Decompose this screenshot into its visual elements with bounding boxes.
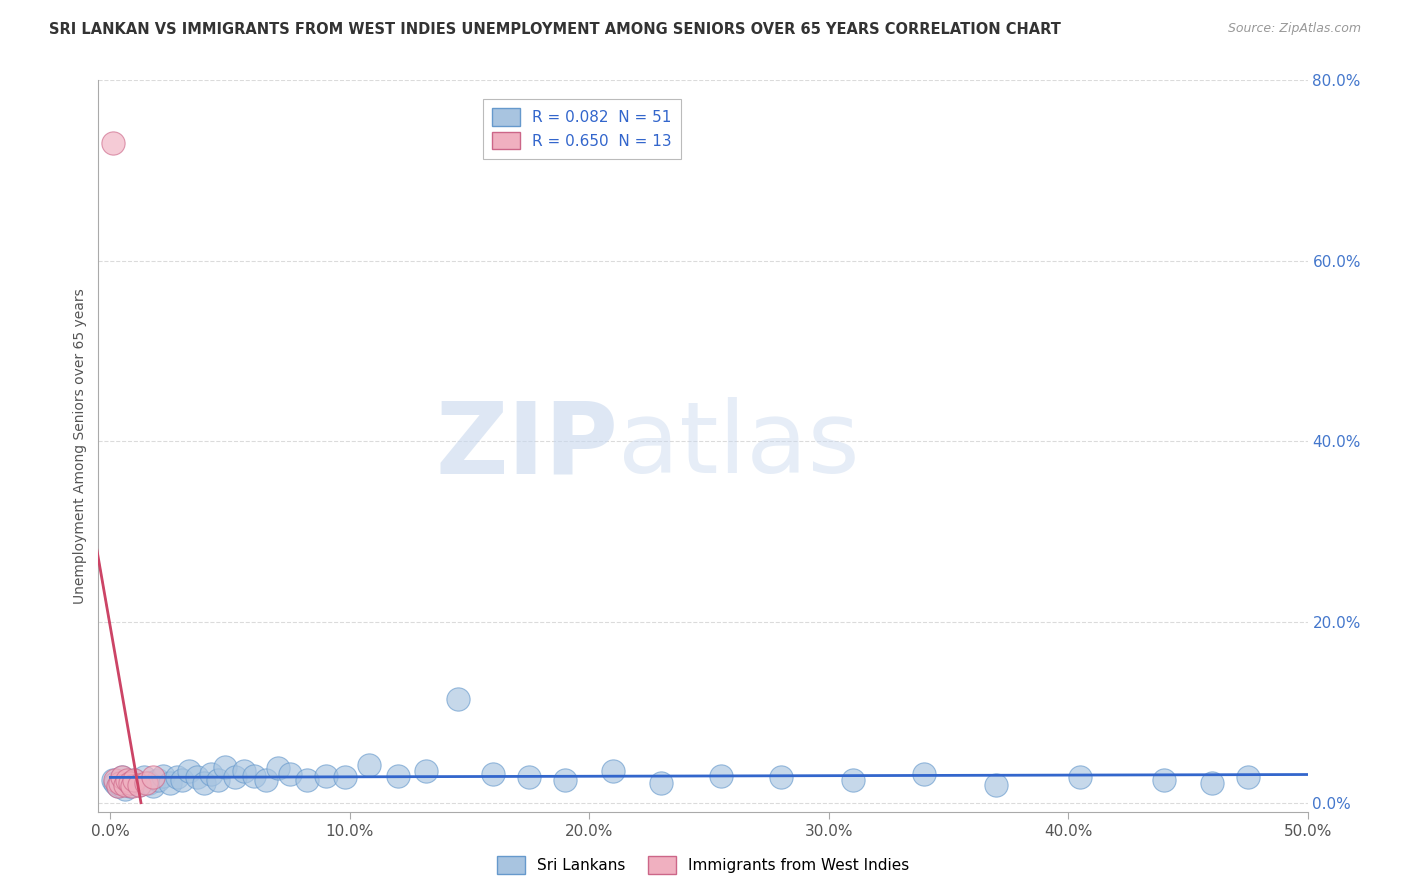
Point <box>114 778 136 792</box>
Point <box>278 766 301 780</box>
Point <box>172 773 194 788</box>
Point <box>986 778 1008 792</box>
Point <box>1069 771 1091 785</box>
Point <box>602 764 624 778</box>
Point <box>333 771 356 785</box>
Point <box>128 778 150 792</box>
Point <box>233 764 256 778</box>
Point <box>142 780 165 794</box>
Point <box>101 773 124 788</box>
Point <box>148 773 170 788</box>
Point <box>243 769 266 783</box>
Point <box>315 769 337 783</box>
Point <box>111 771 134 785</box>
Point <box>111 771 134 785</box>
Text: Source: ZipAtlas.com: Source: ZipAtlas.com <box>1227 22 1361 36</box>
Point <box>104 773 127 788</box>
Text: ZIP: ZIP <box>436 398 619 494</box>
Point <box>101 136 124 151</box>
Point <box>179 764 201 778</box>
Point <box>124 773 146 788</box>
Y-axis label: Unemployment Among Seniors over 65 years: Unemployment Among Seniors over 65 years <box>73 288 87 604</box>
Point <box>519 771 541 785</box>
Point <box>107 780 129 794</box>
Point <box>387 769 409 783</box>
Point <box>114 782 136 797</box>
Point <box>769 771 792 785</box>
Point <box>138 776 160 790</box>
Point <box>357 757 380 772</box>
Point <box>415 764 437 778</box>
Point <box>214 759 236 773</box>
Point <box>118 780 141 794</box>
Point <box>650 776 672 790</box>
Point <box>107 780 129 794</box>
Point <box>1236 771 1258 785</box>
Point <box>159 776 181 790</box>
Point <box>108 778 131 792</box>
Point <box>124 773 146 788</box>
Point <box>841 773 863 788</box>
Point <box>135 776 157 790</box>
Point <box>186 771 208 785</box>
Point <box>132 771 155 785</box>
Point <box>193 776 215 790</box>
Point <box>482 766 505 780</box>
Point <box>200 766 222 780</box>
Point <box>295 773 318 788</box>
Text: SRI LANKAN VS IMMIGRANTS FROM WEST INDIES UNEMPLOYMENT AMONG SENIORS OVER 65 YEA: SRI LANKAN VS IMMIGRANTS FROM WEST INDIE… <box>49 22 1062 37</box>
Point <box>115 776 138 790</box>
Point <box>115 773 138 788</box>
Point <box>121 780 143 794</box>
Point <box>128 778 150 792</box>
Point <box>254 773 277 788</box>
Point <box>1201 776 1223 790</box>
Legend: R = 0.082  N = 51, R = 0.650  N = 13: R = 0.082 N = 51, R = 0.650 N = 13 <box>484 99 681 159</box>
Point <box>914 766 936 780</box>
Point <box>224 771 246 785</box>
Point <box>152 769 174 783</box>
Point <box>267 761 290 775</box>
Legend: Sri Lankans, Immigrants from West Indies: Sri Lankans, Immigrants from West Indies <box>491 850 915 880</box>
Point <box>166 771 188 785</box>
Point <box>207 773 229 788</box>
Text: atlas: atlas <box>619 398 860 494</box>
Point <box>710 769 733 783</box>
Point <box>104 776 127 790</box>
Point <box>142 771 165 785</box>
Point <box>446 691 468 706</box>
Point <box>554 773 576 788</box>
Point <box>108 776 131 790</box>
Point <box>118 776 141 790</box>
Point <box>1153 773 1175 788</box>
